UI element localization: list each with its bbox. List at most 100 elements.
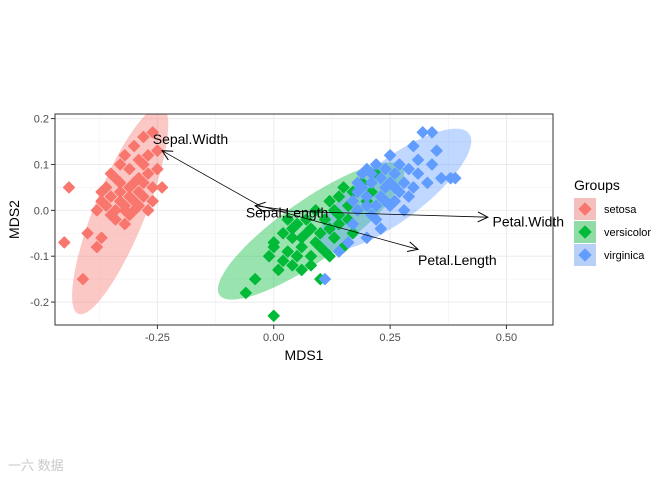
point-virginica [425, 126, 439, 139]
arrow-petal-length [259, 205, 418, 250]
point-virginica [346, 217, 359, 231]
point-virginica [360, 199, 373, 212]
point-virginica [416, 126, 429, 139]
legend-label-virginica: virginica [604, 250, 645, 262]
point-versicolor [281, 213, 294, 226]
point-virginica [360, 162, 373, 176]
point-setosa [141, 204, 155, 217]
point-virginica [407, 181, 420, 194]
point-versicolor [328, 231, 341, 244]
point-versicolor [281, 245, 294, 258]
point-virginica [411, 167, 425, 180]
point-setosa [146, 181, 159, 194]
point-versicolor [304, 222, 318, 235]
point-virginica [346, 195, 359, 208]
point-versicolor [323, 250, 336, 263]
point-setosa [146, 126, 159, 139]
legend-key-marker [578, 225, 592, 239]
point-versicolor [295, 263, 308, 277]
point-setosa [114, 195, 127, 208]
legend-key-marker [578, 202, 592, 216]
point-setosa [132, 153, 145, 166]
x-axis-title: MDS1 [285, 347, 324, 363]
point-virginica [370, 199, 383, 212]
point-versicolor [286, 231, 299, 244]
point-virginica [407, 140, 420, 153]
point-virginica [388, 167, 401, 180]
point-versicolor [286, 259, 299, 272]
point-virginica [425, 158, 439, 171]
point-virginica [384, 149, 397, 162]
point-setosa [123, 208, 136, 222]
arrow-sepal-length [255, 206, 288, 211]
point-versicolor [290, 250, 304, 263]
point-virginica [374, 222, 387, 235]
point-setosa [104, 190, 117, 203]
point-setosa [95, 231, 108, 244]
point-setosa [146, 195, 159, 208]
y-axis: -0.2 -0.1 0.0 0.1 0.2 [30, 114, 55, 309]
y-tick-label: -0.2 [30, 297, 49, 309]
point-setosa [123, 190, 136, 203]
point-virginica [435, 172, 448, 185]
point-setosa [114, 158, 127, 171]
point-versicolor [249, 273, 262, 286]
point-virginica [449, 172, 462, 185]
point-virginica [397, 204, 411, 217]
point-setosa [58, 236, 71, 249]
point-versicolor [276, 254, 290, 267]
arrow-label: Petal.Length [418, 252, 497, 268]
point-virginica [402, 190, 415, 203]
point-versicolor [314, 240, 327, 254]
point-setosa [155, 181, 169, 194]
point-virginica [360, 190, 373, 203]
point-versicolor [286, 222, 299, 235]
point-versicolor [318, 213, 332, 226]
point-virginica [421, 176, 434, 189]
plot-panel-border [54, 113, 554, 326]
point-versicolor [295, 240, 308, 254]
point-virginica [365, 176, 378, 189]
point-versicolor [309, 204, 322, 217]
point-setosa [123, 162, 136, 176]
point-setosa [137, 130, 150, 144]
point-virginica [332, 245, 346, 258]
point-virginica [393, 158, 406, 171]
arrow-label: Sepal.Width [153, 131, 228, 147]
point-setosa [151, 144, 164, 157]
point-setosa [81, 227, 94, 240]
point-virginica [374, 172, 387, 185]
point-setosa [151, 162, 164, 176]
legend-label-versicolor: versicolor [604, 227, 651, 239]
point-setosa [100, 199, 113, 212]
point-virginica [430, 144, 443, 157]
point-versicolor [314, 227, 327, 240]
point-virginica [365, 208, 378, 222]
legend-label-setosa: setosa [604, 204, 637, 216]
point-virginica [384, 176, 397, 189]
x-tick-label: 0.50 [496, 332, 517, 344]
point-setosa [128, 176, 141, 189]
point-setosa [90, 240, 103, 254]
point-setosa [62, 181, 76, 194]
point-virginica [379, 195, 392, 208]
point-virginica [397, 176, 411, 189]
point-virginica [351, 176, 364, 189]
point-versicolor [332, 190, 346, 203]
point-versicolor [323, 195, 336, 208]
arrow-label: Petal.Width [492, 213, 564, 229]
point-virginica [379, 162, 392, 176]
point-versicolor [262, 250, 276, 263]
x-tick-label: -0.25 [145, 332, 170, 344]
point-setosa [118, 217, 131, 231]
y-tick-label: -0.1 [30, 251, 49, 263]
point-setosa [137, 176, 150, 189]
y-tick-label: 0.1 [34, 159, 49, 171]
legend-title: Groups [574, 177, 620, 193]
point-setosa [104, 208, 117, 222]
point-virginica [370, 158, 383, 171]
x-axis: -0.25 0.00 0.25 0.50 [145, 325, 517, 344]
x-tick-label: 0.25 [379, 332, 400, 344]
point-setosa [95, 185, 108, 199]
